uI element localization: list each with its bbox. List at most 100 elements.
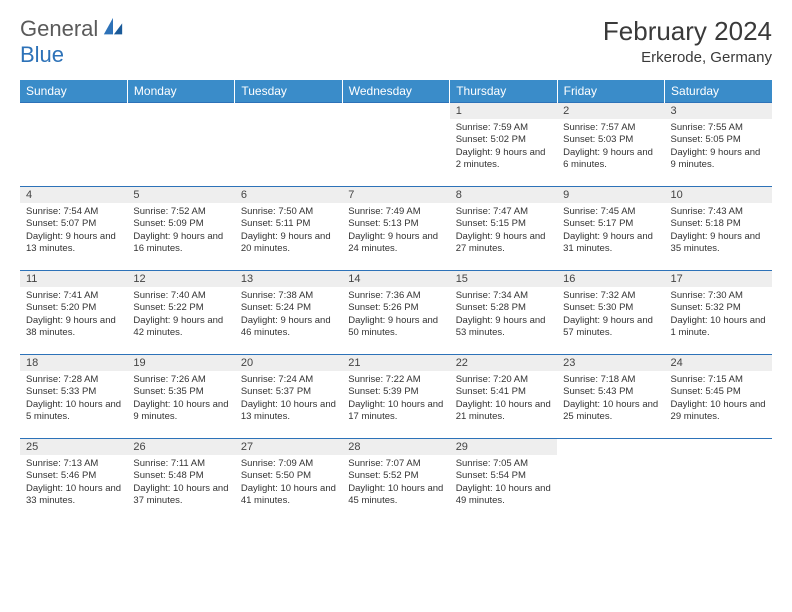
calendar-cell: 27Sunrise: 7:09 AMSunset: 5:50 PMDayligh… bbox=[235, 439, 342, 523]
logo: General Blue bbox=[20, 16, 124, 68]
day-number: 23 bbox=[557, 355, 664, 371]
calendar-cell bbox=[342, 103, 449, 187]
calendar-row: 25Sunrise: 7:13 AMSunset: 5:46 PMDayligh… bbox=[20, 439, 772, 523]
day-number: 4 bbox=[20, 187, 127, 203]
calendar-cell: 19Sunrise: 7:26 AMSunset: 5:35 PMDayligh… bbox=[127, 355, 234, 439]
day-number: 17 bbox=[665, 271, 772, 287]
calendar-cell: 13Sunrise: 7:38 AMSunset: 5:24 PMDayligh… bbox=[235, 271, 342, 355]
weekday-header-row: Sunday Monday Tuesday Wednesday Thursday… bbox=[20, 80, 772, 103]
day-details: Sunrise: 7:38 AMSunset: 5:24 PMDaylight:… bbox=[235, 287, 342, 342]
day-details: Sunrise: 7:50 AMSunset: 5:11 PMDaylight:… bbox=[235, 203, 342, 258]
weekday-header: Monday bbox=[127, 80, 234, 103]
logo-sail-icon bbox=[102, 16, 124, 38]
calendar-cell: 9Sunrise: 7:45 AMSunset: 5:17 PMDaylight… bbox=[557, 187, 664, 271]
calendar-cell: 4Sunrise: 7:54 AMSunset: 5:07 PMDaylight… bbox=[20, 187, 127, 271]
day-details: Sunrise: 7:07 AMSunset: 5:52 PMDaylight:… bbox=[342, 455, 449, 510]
calendar-cell: 5Sunrise: 7:52 AMSunset: 5:09 PMDaylight… bbox=[127, 187, 234, 271]
day-number: 12 bbox=[127, 271, 234, 287]
day-details: Sunrise: 7:11 AMSunset: 5:48 PMDaylight:… bbox=[127, 455, 234, 510]
day-number: 22 bbox=[450, 355, 557, 371]
day-details: Sunrise: 7:47 AMSunset: 5:15 PMDaylight:… bbox=[450, 203, 557, 258]
day-number: 19 bbox=[127, 355, 234, 371]
day-details: Sunrise: 7:45 AMSunset: 5:17 PMDaylight:… bbox=[557, 203, 664, 258]
calendar-cell bbox=[665, 439, 772, 523]
calendar-row: 1Sunrise: 7:59 AMSunset: 5:02 PMDaylight… bbox=[20, 103, 772, 187]
day-number: 20 bbox=[235, 355, 342, 371]
calendar-cell: 18Sunrise: 7:28 AMSunset: 5:33 PMDayligh… bbox=[20, 355, 127, 439]
day-details: Sunrise: 7:13 AMSunset: 5:46 PMDaylight:… bbox=[20, 455, 127, 510]
weekday-header: Saturday bbox=[665, 80, 772, 103]
weekday-header: Tuesday bbox=[235, 80, 342, 103]
calendar-cell: 25Sunrise: 7:13 AMSunset: 5:46 PMDayligh… bbox=[20, 439, 127, 523]
day-details: Sunrise: 7:34 AMSunset: 5:28 PMDaylight:… bbox=[450, 287, 557, 342]
day-details: Sunrise: 7:59 AMSunset: 5:02 PMDaylight:… bbox=[450, 119, 557, 174]
day-details: Sunrise: 7:22 AMSunset: 5:39 PMDaylight:… bbox=[342, 371, 449, 426]
day-details: Sunrise: 7:24 AMSunset: 5:37 PMDaylight:… bbox=[235, 371, 342, 426]
day-number: 8 bbox=[450, 187, 557, 203]
calendar-cell: 20Sunrise: 7:24 AMSunset: 5:37 PMDayligh… bbox=[235, 355, 342, 439]
day-details: Sunrise: 7:54 AMSunset: 5:07 PMDaylight:… bbox=[20, 203, 127, 258]
day-number: 1 bbox=[450, 103, 557, 119]
calendar-cell: 1Sunrise: 7:59 AMSunset: 5:02 PMDaylight… bbox=[450, 103, 557, 187]
calendar-cell bbox=[557, 439, 664, 523]
calendar-cell: 7Sunrise: 7:49 AMSunset: 5:13 PMDaylight… bbox=[342, 187, 449, 271]
calendar-cell: 8Sunrise: 7:47 AMSunset: 5:15 PMDaylight… bbox=[450, 187, 557, 271]
day-details: Sunrise: 7:57 AMSunset: 5:03 PMDaylight:… bbox=[557, 119, 664, 174]
day-number: 15 bbox=[450, 271, 557, 287]
calendar-cell: 26Sunrise: 7:11 AMSunset: 5:48 PMDayligh… bbox=[127, 439, 234, 523]
day-number: 29 bbox=[450, 439, 557, 455]
calendar-row: 4Sunrise: 7:54 AMSunset: 5:07 PMDaylight… bbox=[20, 187, 772, 271]
calendar-cell: 16Sunrise: 7:32 AMSunset: 5:30 PMDayligh… bbox=[557, 271, 664, 355]
calendar-cell: 22Sunrise: 7:20 AMSunset: 5:41 PMDayligh… bbox=[450, 355, 557, 439]
calendar-cell: 6Sunrise: 7:50 AMSunset: 5:11 PMDaylight… bbox=[235, 187, 342, 271]
day-number: 7 bbox=[342, 187, 449, 203]
calendar-row: 11Sunrise: 7:41 AMSunset: 5:20 PMDayligh… bbox=[20, 271, 772, 355]
calendar-cell: 11Sunrise: 7:41 AMSunset: 5:20 PMDayligh… bbox=[20, 271, 127, 355]
calendar-cell bbox=[127, 103, 234, 187]
day-details: Sunrise: 7:52 AMSunset: 5:09 PMDaylight:… bbox=[127, 203, 234, 258]
day-number: 27 bbox=[235, 439, 342, 455]
weekday-header: Friday bbox=[557, 80, 664, 103]
day-number: 28 bbox=[342, 439, 449, 455]
day-number: 13 bbox=[235, 271, 342, 287]
day-details: Sunrise: 7:40 AMSunset: 5:22 PMDaylight:… bbox=[127, 287, 234, 342]
day-details: Sunrise: 7:36 AMSunset: 5:26 PMDaylight:… bbox=[342, 287, 449, 342]
day-number: 14 bbox=[342, 271, 449, 287]
title-block: February 2024 Erkerode, Germany bbox=[603, 16, 772, 66]
day-number: 25 bbox=[20, 439, 127, 455]
logo-text-a: General bbox=[20, 16, 98, 41]
day-details: Sunrise: 7:43 AMSunset: 5:18 PMDaylight:… bbox=[665, 203, 772, 258]
day-number: 24 bbox=[665, 355, 772, 371]
calendar-cell: 24Sunrise: 7:15 AMSunset: 5:45 PMDayligh… bbox=[665, 355, 772, 439]
weekday-header: Wednesday bbox=[342, 80, 449, 103]
day-details: Sunrise: 7:49 AMSunset: 5:13 PMDaylight:… bbox=[342, 203, 449, 258]
month-title: February 2024 bbox=[603, 16, 772, 47]
day-number: 2 bbox=[557, 103, 664, 119]
location: Erkerode, Germany bbox=[603, 49, 772, 66]
day-details: Sunrise: 7:20 AMSunset: 5:41 PMDaylight:… bbox=[450, 371, 557, 426]
day-number: 11 bbox=[20, 271, 127, 287]
day-number: 26 bbox=[127, 439, 234, 455]
calendar-row: 18Sunrise: 7:28 AMSunset: 5:33 PMDayligh… bbox=[20, 355, 772, 439]
day-details: Sunrise: 7:30 AMSunset: 5:32 PMDaylight:… bbox=[665, 287, 772, 342]
day-number: 6 bbox=[235, 187, 342, 203]
calendar-cell: 28Sunrise: 7:07 AMSunset: 5:52 PMDayligh… bbox=[342, 439, 449, 523]
day-number: 18 bbox=[20, 355, 127, 371]
calendar-cell: 17Sunrise: 7:30 AMSunset: 5:32 PMDayligh… bbox=[665, 271, 772, 355]
day-details: Sunrise: 7:15 AMSunset: 5:45 PMDaylight:… bbox=[665, 371, 772, 426]
calendar-cell: 2Sunrise: 7:57 AMSunset: 5:03 PMDaylight… bbox=[557, 103, 664, 187]
calendar-cell bbox=[235, 103, 342, 187]
day-details: Sunrise: 7:32 AMSunset: 5:30 PMDaylight:… bbox=[557, 287, 664, 342]
day-number: 10 bbox=[665, 187, 772, 203]
calendar-cell: 21Sunrise: 7:22 AMSunset: 5:39 PMDayligh… bbox=[342, 355, 449, 439]
header: General Blue February 2024 Erkerode, Ger… bbox=[20, 16, 772, 68]
day-number: 3 bbox=[665, 103, 772, 119]
day-number: 16 bbox=[557, 271, 664, 287]
calendar-cell: 23Sunrise: 7:18 AMSunset: 5:43 PMDayligh… bbox=[557, 355, 664, 439]
weekday-header: Sunday bbox=[20, 80, 127, 103]
day-details: Sunrise: 7:09 AMSunset: 5:50 PMDaylight:… bbox=[235, 455, 342, 510]
calendar-cell bbox=[20, 103, 127, 187]
calendar-cell: 12Sunrise: 7:40 AMSunset: 5:22 PMDayligh… bbox=[127, 271, 234, 355]
day-details: Sunrise: 7:55 AMSunset: 5:05 PMDaylight:… bbox=[665, 119, 772, 174]
day-number: 21 bbox=[342, 355, 449, 371]
